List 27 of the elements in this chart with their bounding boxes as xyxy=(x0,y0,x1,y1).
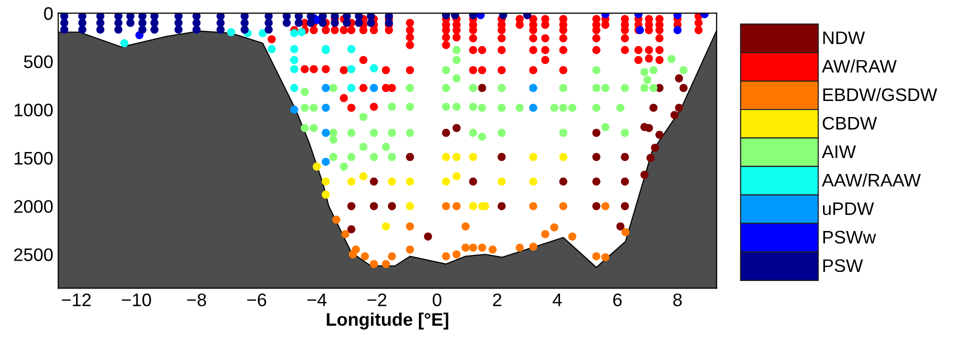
legend-label: AW/RAW xyxy=(822,59,897,73)
x-tick-label: 4 xyxy=(552,294,562,306)
y-tick-label: 2500 xyxy=(14,248,53,262)
y-tick-label: 2000 xyxy=(14,200,53,213)
x-tick-label: 0 xyxy=(432,293,442,306)
legend-label: NDW xyxy=(823,32,865,44)
y-tick-label: 500 xyxy=(24,55,53,68)
legend-label: uPDW xyxy=(823,202,874,216)
x-tick-label: −2 xyxy=(368,293,386,306)
y-tick-label: 1000 xyxy=(14,104,53,116)
x-tick-label: −8 xyxy=(187,293,206,306)
x-tick-label: −6 xyxy=(247,293,266,306)
x-axis-title: Longitude [°E] xyxy=(326,312,448,330)
x-tick-label: −12 xyxy=(62,293,91,306)
x-tick-label: −4 xyxy=(307,294,327,306)
x-tick-label: −10 xyxy=(122,293,152,306)
legend-label: CBDW xyxy=(822,116,877,130)
legend-label: PSWw xyxy=(823,230,876,244)
legend-label: EBDW/GSDW xyxy=(823,88,938,102)
y-tick-label: 0 xyxy=(44,7,53,20)
legend-label: AIW xyxy=(822,146,856,158)
x-tick-label: 2 xyxy=(493,293,502,306)
legend-label: AAW/RAAW xyxy=(822,173,921,187)
x-tick-label: 6 xyxy=(613,293,622,306)
legend-label: PSW xyxy=(823,259,863,272)
y-tick-label: 1500 xyxy=(14,152,53,165)
x-tick-label: 8 xyxy=(673,293,682,306)
